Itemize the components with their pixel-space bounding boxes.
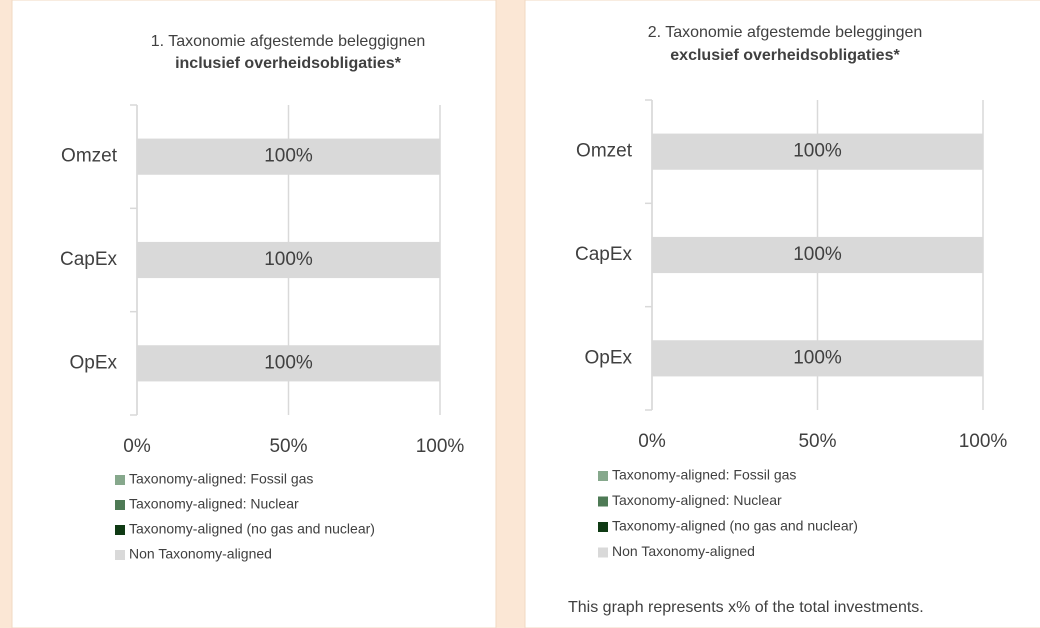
legend-swatch [115, 475, 125, 485]
legend-label: Taxonomy-aligned: Fossil gas [612, 467, 796, 483]
x-tick-label: 50% [269, 436, 307, 457]
chart-subtitle: exclusief overheidsobligaties* [670, 47, 900, 64]
legend-label: Taxonomy-aligned (no gas and nuclear) [129, 521, 375, 537]
value-label: 100% [793, 244, 842, 265]
value-label: 100% [793, 141, 842, 162]
legend-label: Taxonomy-aligned: Nuclear [612, 492, 782, 508]
y-tick-label: OpEx [69, 352, 117, 373]
bar-segment [652, 340, 983, 377]
legend-swatch [598, 471, 608, 481]
bar-segment [137, 345, 440, 382]
y-tick-label: Omzet [61, 146, 118, 167]
y-tick-label: CapEx [60, 249, 118, 270]
legend-label: Non Taxonomy-aligned [612, 543, 755, 559]
legend-swatch [598, 496, 608, 507]
y-tick-label: CapEx [575, 244, 633, 265]
legend-swatch [115, 500, 125, 510]
chart-title: 1. Taxonomie afgestemde beleggignen [151, 33, 426, 50]
bar-segment [652, 236, 983, 274]
bar-segment [652, 133, 983, 170]
panel [524, 0, 1040, 628]
legend-label: Taxonomy-aligned: Fossil gas [129, 471, 313, 487]
legend-swatch [115, 525, 125, 535]
chart-subtitle: inclusief overheidsobligaties* [175, 55, 402, 72]
legend-label: Taxonomy-aligned: Nuclear [129, 496, 299, 512]
x-tick-label: 100% [959, 431, 1008, 452]
value-label: 100% [264, 249, 313, 270]
legend-label: Taxonomy-aligned (no gas and nuclear) [612, 518, 858, 534]
note: This graph represents x% of the total in… [568, 599, 924, 616]
value-label: 100% [264, 146, 313, 167]
legend-swatch [598, 547, 608, 558]
x-tick-label: 100% [416, 436, 465, 457]
chart-title: 2. Taxonomie afgestemde beleggingen [648, 24, 923, 41]
legend-swatch [598, 522, 608, 532]
value-label: 100% [793, 347, 842, 368]
y-tick-label: OpEx [584, 347, 632, 368]
legend-swatch [115, 550, 125, 560]
y-tick-label: Omzet [576, 141, 633, 162]
legend-label: Non Taxonomy-aligned [129, 546, 272, 562]
panel [11, 0, 497, 628]
x-tick-label: 0% [638, 431, 666, 452]
bar-segment [137, 241, 440, 279]
value-label: 100% [264, 352, 313, 373]
bar-segment [137, 138, 440, 175]
x-tick-label: 50% [798, 431, 836, 452]
x-tick-label: 0% [123, 436, 151, 457]
